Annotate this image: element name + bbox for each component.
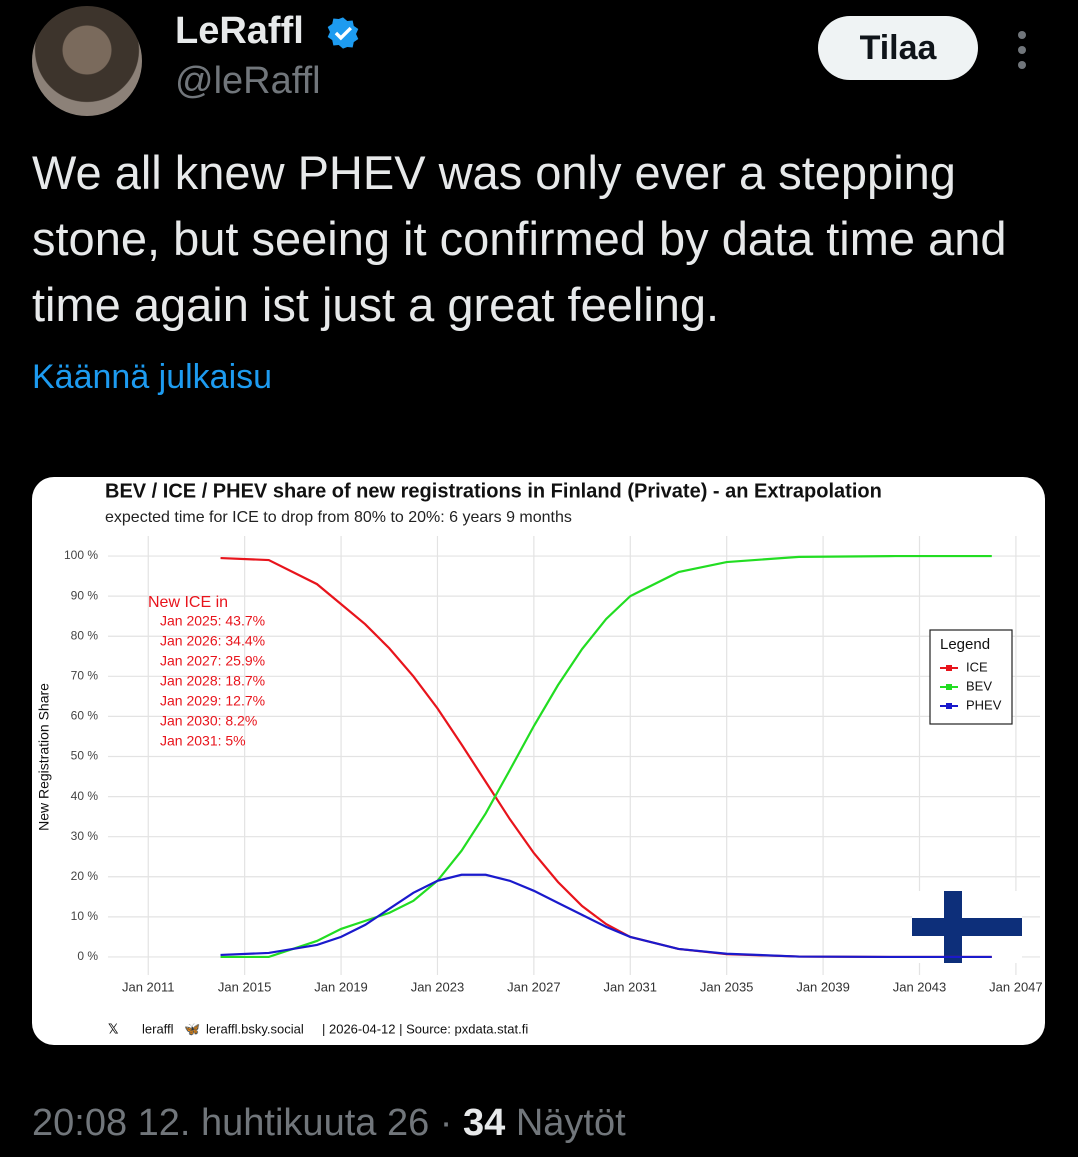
y-tick-label: 80 % <box>71 628 99 642</box>
legend-title: Legend <box>940 636 990 653</box>
annotation: Jan 2030: 8.2% <box>160 713 257 729</box>
x-tick-label: Jan 2043 <box>893 979 947 994</box>
legend-label: BEV <box>966 678 992 693</box>
y-tick-label: 20 % <box>71 869 99 883</box>
chart-title: BEV / ICE / PHEV share of new registrati… <box>105 480 882 502</box>
finland-flag <box>912 891 1022 963</box>
views-label: Näytöt <box>515 1102 626 1144</box>
annotation: Jan 2026: 34.4% <box>160 633 265 649</box>
y-tick-label: 90 % <box>71 588 99 602</box>
chart-image[interactable]: BEV / ICE / PHEV share of new registrati… <box>32 477 1045 1045</box>
x-tick-label: Jan 2023 <box>411 979 465 994</box>
series-line <box>220 873 992 959</box>
follow-button[interactable]: Tilaa <box>818 16 978 80</box>
y-tick-label: 10 % <box>71 909 99 923</box>
x-tick-label: Jan 2031 <box>604 979 658 994</box>
footer-text: leraffl <box>142 1021 174 1036</box>
legend-swatch <box>946 665 952 671</box>
x-tick-label: Jan 2015 <box>218 979 272 994</box>
x-tick-label: Jan 2011 <box>122 979 175 994</box>
legend-swatch <box>946 703 952 709</box>
x-tick-label: Jan 2027 <box>507 979 561 994</box>
y-tick-label: 60 % <box>71 709 99 723</box>
x-tick-label: Jan 2019 <box>314 979 368 994</box>
annotation: Jan 2025: 43.7% <box>160 613 265 629</box>
legend-swatch <box>946 684 952 690</box>
author-name[interactable]: LeRaffl <box>175 10 304 52</box>
post-meta: 20:08 12. huhtikuuta 26 · 34 Näytöt <box>32 1102 626 1145</box>
author-handle[interactable]: @leRaffl <box>175 60 321 102</box>
y-tick-label: 40 % <box>71 789 99 803</box>
x-tick-label: Jan 2047 <box>989 979 1043 994</box>
post-text: We all knew PHEV was only ever a steppin… <box>32 146 1007 331</box>
svg-text:🦋: 🦋 <box>184 1021 200 1036</box>
x-tick-label: Jan 2035 <box>700 979 754 994</box>
footer-text: | 2026-04-12 | Source: pxdata.stat.fi <box>322 1021 528 1036</box>
annotation: Jan 2031: 5% <box>160 733 246 749</box>
legend-box <box>929 629 1013 725</box>
y-tick-label: 30 % <box>71 829 99 843</box>
separator: · <box>439 1102 453 1144</box>
y-axis-label: New Registration Share <box>36 683 52 831</box>
annotation: Jan 2029: 12.7% <box>160 693 265 709</box>
series-line <box>220 554 992 959</box>
y-tick-label: 100 % <box>64 548 98 562</box>
y-tick-label: 50 % <box>71 749 99 763</box>
svg-text:𝕏: 𝕏 <box>108 1021 119 1036</box>
annotation-title: New ICE in <box>148 594 228 611</box>
x-tick-label: Jan 2039 <box>796 979 850 994</box>
footer-icons: 𝕏 🦋 <box>108 1021 200 1036</box>
timestamp[interactable]: 20:08 12. huhtikuuta 26 <box>32 1102 430 1144</box>
footer-text: leraffl.bsky.social <box>206 1021 304 1036</box>
grid <box>108 536 1040 975</box>
translate-link[interactable]: Käännä julkaisu <box>32 358 273 396</box>
annotation: Jan 2028: 18.7% <box>160 673 265 689</box>
chart-subtitle: expected time for ICE to drop from 80% t… <box>105 509 572 526</box>
views-count: 34 <box>463 1102 506 1144</box>
legend-label: PHEV <box>966 697 1002 712</box>
y-tick-label: 0 % <box>77 949 98 963</box>
avatar[interactable] <box>32 6 142 116</box>
chart: BEV / ICE / PHEV share of new registrati… <box>36 480 1043 1036</box>
y-tick-label: 70 % <box>71 668 99 682</box>
verified-badge <box>327 17 359 49</box>
legend-label: ICE <box>966 659 988 674</box>
more-menu[interactable] <box>1016 30 1028 70</box>
annotation: Jan 2027: 25.9% <box>160 653 265 669</box>
